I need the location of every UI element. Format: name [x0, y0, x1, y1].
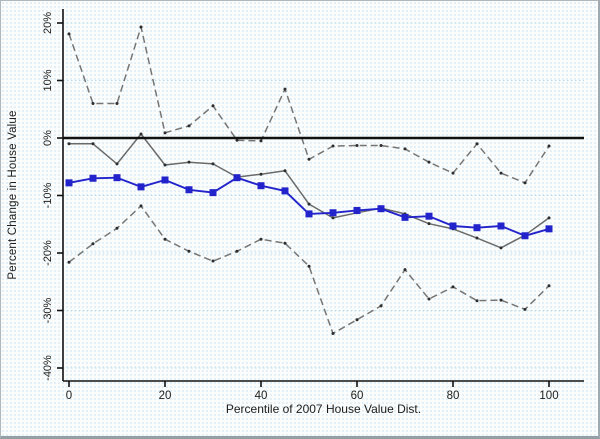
x-tick-label: 80 [447, 390, 460, 402]
data-marker-dot [283, 87, 287, 91]
data-marker-dot [499, 298, 503, 302]
data-marker-dot [91, 142, 95, 146]
data-marker-dot [163, 237, 167, 241]
data-marker-dot [379, 304, 383, 308]
data-marker-dot [331, 216, 335, 220]
x-tick-label: 60 [351, 390, 364, 402]
data-marker-dot [139, 204, 143, 208]
data-marker-dot [475, 299, 479, 303]
y-tick-label: -30% [42, 297, 54, 323]
data-marker-dot [211, 104, 215, 108]
data-marker-square [65, 179, 73, 187]
data-marker-square [545, 225, 553, 233]
data-marker-square [305, 210, 313, 218]
data-marker-square [257, 182, 265, 190]
x-tick-label: 0 [66, 390, 72, 402]
data-marker-square [89, 174, 97, 182]
data-marker-dot [235, 249, 239, 253]
data-marker-dot [115, 226, 119, 230]
data-marker-dot [139, 132, 143, 136]
data-marker-dot [187, 249, 191, 253]
data-marker-square [521, 232, 529, 240]
data-marker-dot [67, 32, 71, 36]
y-tick-label: 0% [42, 130, 54, 146]
data-marker-dot [403, 147, 407, 151]
x-tick-label: 100 [539, 390, 558, 402]
y-tick-label: 20% [42, 12, 54, 34]
data-marker-dot [331, 144, 335, 148]
data-marker-dot [355, 143, 359, 147]
data-marker-dot [523, 181, 527, 185]
data-marker-dot [307, 264, 311, 268]
data-marker-square [401, 213, 409, 221]
data-marker-dot [379, 143, 383, 147]
series-lower-confidence-bound [68, 205, 550, 335]
data-marker-square [329, 209, 337, 217]
data-marker-dot [475, 236, 479, 240]
data-marker-square [161, 176, 169, 184]
data-marker-dot [307, 157, 311, 161]
x-axis-title: Percentile of 2007 House Value Dist. [225, 402, 422, 416]
data-marker-square [425, 212, 433, 220]
data-marker-dot [187, 124, 191, 128]
data-marker-square [473, 224, 481, 232]
data-marker-square [281, 187, 289, 195]
data-marker-dot [91, 242, 95, 246]
data-marker-square [113, 174, 121, 182]
data-marker-dot [115, 102, 119, 105]
data-marker-dot [211, 259, 215, 263]
data-marker-square [377, 205, 385, 213]
y-tick-label: -40% [42, 355, 54, 381]
x-tick-label: 40 [255, 390, 268, 402]
data-marker-dot [67, 260, 71, 264]
data-marker-dot [547, 216, 551, 220]
data-marker-dot [499, 171, 503, 175]
data-marker-dot [163, 131, 167, 135]
y-tick-label: 10% [42, 69, 54, 91]
data-marker-dot [283, 241, 287, 245]
data-marker-dot [139, 25, 143, 29]
data-marker-dot [355, 318, 359, 322]
data-marker-dot [115, 162, 119, 166]
data-marker-dot [211, 162, 215, 166]
data-marker-dot [403, 268, 407, 272]
data-marker-dot [523, 307, 527, 311]
data-marker-dot [451, 285, 455, 289]
data-marker-dot [547, 144, 551, 148]
data-marker-dot [67, 142, 71, 146]
data-marker-dot [451, 171, 455, 175]
x-tick-label: 20 [159, 390, 172, 402]
data-marker-square [185, 186, 193, 194]
data-marker-dot [427, 297, 431, 301]
data-marker-dot [427, 160, 431, 164]
data-marker-dot [259, 172, 263, 176]
data-marker-dot [235, 138, 239, 142]
data-marker-dot [259, 139, 263, 143]
data-marker-dot [499, 246, 503, 250]
data-marker-dot [259, 237, 263, 241]
data-marker-dot [307, 202, 311, 206]
data-marker-dot [475, 142, 479, 146]
data-marker-square [137, 183, 145, 191]
y-tick-label: -20% [42, 240, 54, 266]
data-marker-dot [547, 284, 551, 288]
data-marker-square [209, 189, 217, 197]
y-tick-label: -10% [42, 182, 54, 208]
data-marker-square [353, 206, 361, 214]
data-marker-dot [283, 169, 287, 173]
data-marker-dot [91, 102, 95, 105]
data-marker-square [233, 174, 241, 182]
data-marker-dot [163, 163, 167, 167]
data-marker-dot [427, 222, 431, 226]
data-marker-dot [331, 332, 335, 335]
data-marker-square [449, 222, 457, 230]
data-marker-square [497, 222, 505, 230]
data-marker-dot [187, 160, 191, 164]
